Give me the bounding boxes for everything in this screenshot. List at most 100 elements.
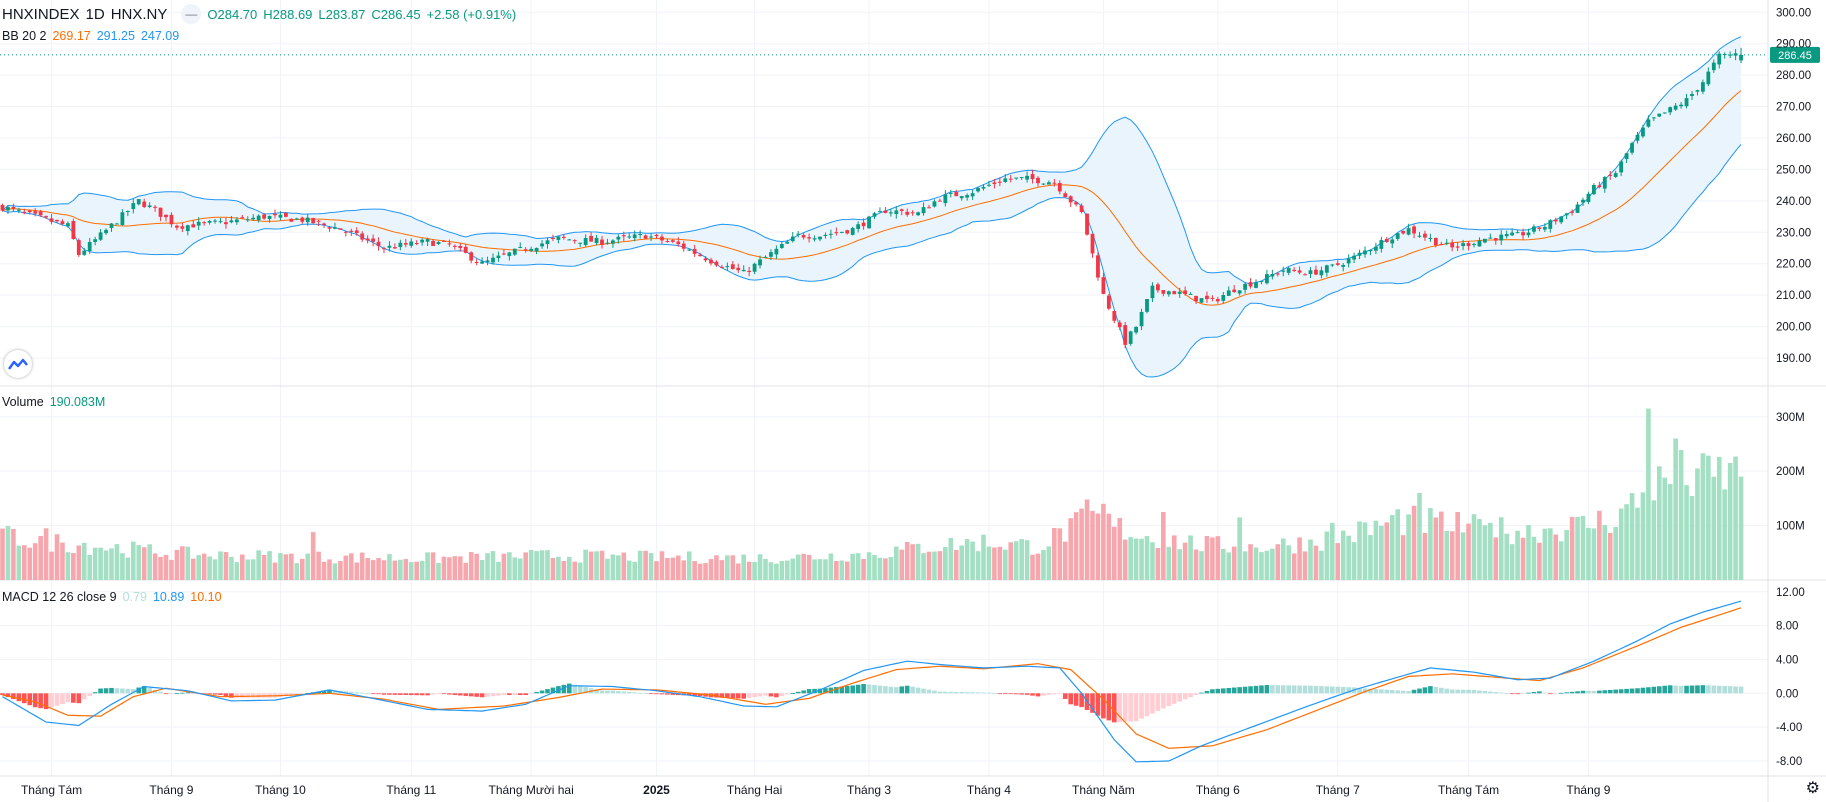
interval[interactable]: 1D bbox=[85, 5, 105, 23]
candle-body bbox=[502, 253, 506, 255]
candle-body bbox=[1619, 161, 1624, 173]
volume-bar bbox=[1406, 514, 1411, 580]
candle bbox=[213, 218, 217, 224]
candle bbox=[578, 242, 583, 247]
candle bbox=[1673, 103, 1678, 111]
candle bbox=[278, 211, 283, 221]
macd-hist-bar bbox=[1095, 693, 1101, 716]
candle-body bbox=[1651, 117, 1656, 119]
candle bbox=[1586, 191, 1591, 205]
volume-bar bbox=[741, 554, 746, 580]
candle bbox=[1548, 219, 1553, 233]
macd-hist-bar bbox=[1417, 688, 1422, 694]
macd-tick-label: 12.00 bbox=[1776, 587, 1805, 599]
macd-legend[interactable]: MACD 12 26 close 9 0.79 10.89 10.10 bbox=[2, 590, 228, 604]
price-tick-label: 200.00 bbox=[1776, 322, 1811, 334]
volume-bar bbox=[283, 554, 289, 580]
minus-icon[interactable]: — bbox=[181, 4, 202, 24]
candle-body bbox=[1221, 295, 1226, 301]
volume-bar bbox=[1330, 522, 1335, 580]
candle-body bbox=[420, 239, 425, 243]
volume-bar bbox=[185, 546, 191, 580]
candle bbox=[1210, 295, 1215, 302]
candle bbox=[823, 232, 828, 239]
candle-body bbox=[153, 206, 157, 208]
macd-hist-bar bbox=[114, 688, 120, 694]
candle bbox=[273, 209, 277, 219]
macd-hist-bar bbox=[1711, 685, 1717, 694]
price-tick-label: 250.00 bbox=[1776, 164, 1811, 176]
volume-bar bbox=[1716, 457, 1722, 580]
candle-body bbox=[294, 218, 299, 220]
candle bbox=[164, 214, 168, 222]
macd-hist-bar bbox=[986, 692, 992, 694]
volume-bar bbox=[1041, 549, 1046, 580]
volume-bar bbox=[1711, 476, 1717, 580]
volume-bar bbox=[354, 562, 360, 580]
symbol-legend[interactable]: HNXINDEX 1D HNX.NY — O284.70 H288.69 L28… bbox=[2, 4, 522, 24]
tradingview-logo-icon[interactable] bbox=[4, 350, 32, 378]
volume-bar bbox=[212, 559, 218, 580]
candle-body bbox=[1210, 297, 1215, 299]
candle-body bbox=[267, 215, 272, 219]
volume-label[interactable]: Volume bbox=[2, 395, 44, 409]
macd-hist-bar bbox=[970, 692, 975, 694]
macd-hist-bar bbox=[844, 686, 850, 694]
candle-body bbox=[175, 225, 179, 228]
volume-bar bbox=[1199, 551, 1204, 580]
macd-hist-bar bbox=[752, 693, 757, 698]
candle-body bbox=[654, 234, 659, 237]
candle-body bbox=[1635, 134, 1640, 141]
gear-icon[interactable]: ⚙ bbox=[1805, 780, 1820, 797]
volume-bar bbox=[256, 550, 261, 580]
macd-hist-bar bbox=[419, 693, 425, 696]
candle-body bbox=[927, 207, 931, 209]
volume-bar bbox=[479, 560, 485, 580]
candle-body bbox=[888, 212, 893, 214]
volume-bar bbox=[583, 549, 588, 580]
macd-hist-bar bbox=[1150, 693, 1155, 714]
candle bbox=[1101, 272, 1106, 295]
macd-label[interactable]: MACD 12 26 close 9 bbox=[2, 590, 117, 604]
candle-body bbox=[779, 244, 784, 248]
time-axis-label: Tháng 10 bbox=[255, 783, 306, 797]
volume-bar bbox=[452, 556, 458, 580]
volume-bar bbox=[1542, 528, 1548, 580]
candle-body bbox=[1466, 243, 1471, 247]
candle-body bbox=[469, 252, 474, 261]
macd-hist-bar bbox=[654, 693, 659, 695]
candle bbox=[867, 215, 871, 229]
bb-legend[interactable]: BB 20 2 269.17 291.25 247.09 bbox=[2, 29, 185, 43]
macd-hist-bar bbox=[834, 687, 839, 694]
volume-bar bbox=[1569, 516, 1575, 580]
symbol-name[interactable]: HNXINDEX bbox=[2, 5, 80, 23]
macd-hist-bar bbox=[1073, 693, 1079, 706]
macd-hist-bar bbox=[1613, 689, 1618, 694]
candle bbox=[1188, 292, 1193, 295]
volume-bar bbox=[1504, 533, 1509, 580]
volume-bar bbox=[1444, 530, 1450, 580]
candle bbox=[1161, 290, 1166, 297]
macd-hist-bar bbox=[697, 693, 703, 697]
bb-label[interactable]: BB 20 2 bbox=[2, 29, 47, 43]
candle bbox=[16, 207, 21, 214]
macd-hist-bar bbox=[670, 693, 676, 695]
candle-body bbox=[1145, 298, 1149, 312]
candle bbox=[82, 247, 87, 256]
volume-legend[interactable]: Volume 190.083M bbox=[2, 395, 111, 409]
price-tick-label: 300.00 bbox=[1776, 7, 1811, 19]
volume-bar bbox=[1128, 537, 1133, 580]
volume-bar bbox=[1400, 535, 1406, 580]
volume-bar bbox=[1689, 495, 1695, 580]
candle bbox=[1025, 171, 1029, 183]
candle bbox=[1390, 237, 1395, 249]
volume-bar bbox=[250, 559, 256, 580]
candle-body bbox=[611, 240, 615, 244]
candle bbox=[1117, 320, 1122, 331]
macd-hist-bar bbox=[1406, 691, 1411, 694]
candle bbox=[496, 251, 501, 262]
macd-hist-bar bbox=[1531, 692, 1537, 694]
volume-bar bbox=[959, 545, 964, 580]
candle-body bbox=[649, 236, 653, 238]
